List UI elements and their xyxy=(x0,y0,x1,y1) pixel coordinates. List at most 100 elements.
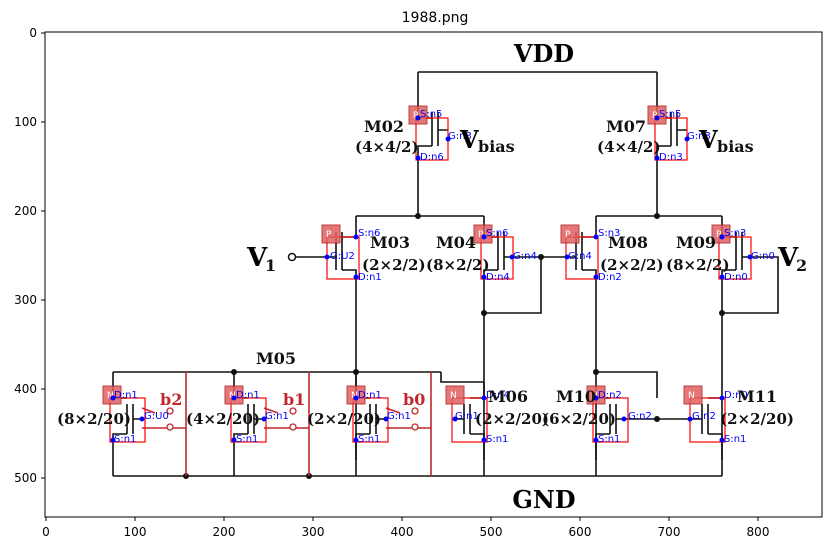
svg-text:N: N xyxy=(591,391,598,401)
m07-drain-anno: D:n3 xyxy=(659,152,683,163)
m07-gate-anno: G:n3 xyxy=(687,131,711,142)
x-tick-label: 700 xyxy=(658,525,681,539)
m04-drain-anno: D:n4 xyxy=(486,272,510,283)
m08-size: (2×2/2) xyxy=(600,256,664,274)
svg-text:N: N xyxy=(229,391,236,401)
transistor-m11: N D:n0 G:n2 S:n1 xyxy=(683,385,748,445)
transistor-m08: P S:n3 G:n4 D:n2 xyxy=(560,224,622,283)
transistor-mb1: N D:n1 G:n1 S:n1 xyxy=(224,385,289,445)
m11-drain-anno: D:n0 xyxy=(724,390,748,401)
m10-size: (6×2/20) xyxy=(542,410,616,428)
m06-drain-anno: D:n4 xyxy=(486,390,510,401)
transistor-m06: N D:n4 G:n1 S:n1 xyxy=(445,382,510,445)
x-tick-label: 400 xyxy=(391,525,414,539)
vbias-left-sub: bias xyxy=(478,137,515,156)
figure-title: 1988.png xyxy=(402,10,469,26)
mb2-gate-anno: G:U0 xyxy=(144,411,169,422)
y-tick-label: 500 xyxy=(14,471,37,485)
m08-name: M08 xyxy=(608,233,648,252)
m10-source-anno: S:n1 xyxy=(598,434,620,445)
m11-name: M11 xyxy=(737,387,777,406)
m05-name: M05 xyxy=(256,349,296,368)
gnd-label: GND xyxy=(512,485,575,514)
x-tick-label: 0 xyxy=(42,525,50,539)
m07-name: M07 xyxy=(606,117,646,136)
svg-text:P: P xyxy=(478,230,484,240)
transistor-m09: P S:n3 G:n0 D:n0 xyxy=(711,224,775,283)
transistor-mb2: N D:n1 G:U0 S:n1 xyxy=(102,385,169,445)
m03-name: M03 xyxy=(370,233,410,252)
b0-label: b0 xyxy=(403,390,425,409)
transistor-m10: N D:n2 G:n2 S:n1 xyxy=(586,385,652,445)
mb1-drain-anno: D:n1 xyxy=(236,390,260,401)
y-tick-label: 0 xyxy=(29,26,37,40)
transistor-m07: P S:n5 G:n3 D:n3 xyxy=(647,105,711,163)
svg-text:P: P xyxy=(413,111,419,121)
m09-drain-anno: D:n0 xyxy=(724,272,748,283)
m06-size: (2×2/20) xyxy=(475,410,549,428)
y-tick-label: 300 xyxy=(14,293,37,307)
svg-text:P: P xyxy=(326,230,332,240)
x-tick-label: 800 xyxy=(747,525,770,539)
m09-source-anno: S:n3 xyxy=(724,228,746,239)
svg-text:P: P xyxy=(565,230,571,240)
b2-label: b2 xyxy=(160,390,182,409)
x-tick-label: 600 xyxy=(569,525,592,539)
x-tick-label: 200 xyxy=(213,525,236,539)
m02-name: M02 xyxy=(364,117,404,136)
svg-text:N: N xyxy=(688,391,695,401)
mb0-size: (2×2/20) xyxy=(307,410,381,428)
x-tick-label: 300 xyxy=(302,525,325,539)
m10-gate-anno: G:n2 xyxy=(628,411,652,422)
svg-text:N: N xyxy=(107,391,114,401)
y-tick-label: 100 xyxy=(14,115,37,129)
m09-gate-anno: G:n0 xyxy=(751,251,775,262)
mb1-gate-anno: G:n1 xyxy=(265,411,289,422)
mb0-source-anno: S:n1 xyxy=(358,434,380,445)
m04-source-anno: S:n6 xyxy=(486,228,508,239)
mb0-gate-anno: G:n1 xyxy=(387,411,411,422)
m10-name: M10 xyxy=(556,387,596,406)
m09-size: (8×2/2) xyxy=(666,256,730,274)
vbias-right-label: V xyxy=(698,125,718,154)
m07-size: (4×4/2) xyxy=(597,138,661,156)
svg-text:N: N xyxy=(450,391,457,401)
axes-frame xyxy=(44,31,823,518)
m04-gate-anno: G:n4 xyxy=(513,251,537,262)
y-tick-label: 200 xyxy=(14,204,37,218)
y-axis: 0 100 200 300 400 500 xyxy=(14,26,45,485)
mb1-size: (4×2/20) xyxy=(186,410,260,428)
m08-source-anno: S:n3 xyxy=(598,228,620,239)
m02-gate-anno: G:n3 xyxy=(448,131,472,142)
m08-drain-anno: D:n2 xyxy=(598,272,622,283)
x-tick-label: 500 xyxy=(480,525,503,539)
svg-text:P: P xyxy=(652,111,658,121)
m02-drain-anno: D:n6 xyxy=(420,152,444,163)
m03-size: (2×2/2) xyxy=(362,256,426,274)
m10-drain-anno: D:n2 xyxy=(598,390,622,401)
m06-gate-anno: G:n1 xyxy=(455,411,479,422)
mb0-drain-anno: D:n1 xyxy=(358,390,382,401)
mb2-source-anno: S:n1 xyxy=(114,434,136,445)
x-axis: 0 100 200 300 400 500 600 700 800 xyxy=(42,517,769,539)
mb1-source-anno: S:n1 xyxy=(236,434,258,445)
m02-source-anno: S:n5 xyxy=(420,109,442,120)
m06-name: M06 xyxy=(488,387,528,406)
m11-gate-anno: G:n2 xyxy=(692,411,716,422)
svg-text:N: N xyxy=(351,391,358,401)
mb2-drain-anno: D:n1 xyxy=(114,390,138,401)
v2-label: V xyxy=(777,243,799,273)
m04-name: M04 xyxy=(436,233,476,252)
m11-size: (2×2/20) xyxy=(720,410,794,428)
transistor-m02: P S:n5 G:n3 D:n6 xyxy=(408,105,472,163)
m03-source-anno: S:n6 xyxy=(358,228,380,239)
x-tick-label: 100 xyxy=(124,525,147,539)
m04-size: (8×2/2) xyxy=(426,256,490,274)
m03-gate-anno: G:U2 xyxy=(330,251,355,262)
m06-source-anno: S:n1 xyxy=(486,434,508,445)
transistor-mb0: N D:n1 G:n1 S:n1 xyxy=(346,385,411,445)
b1-label: b1 xyxy=(283,390,305,409)
m11-source-anno: S:n1 xyxy=(724,434,746,445)
v2-sub: 2 xyxy=(796,256,807,275)
transistor-m04: P S:n6 G:n4 D:n4 xyxy=(473,224,537,283)
